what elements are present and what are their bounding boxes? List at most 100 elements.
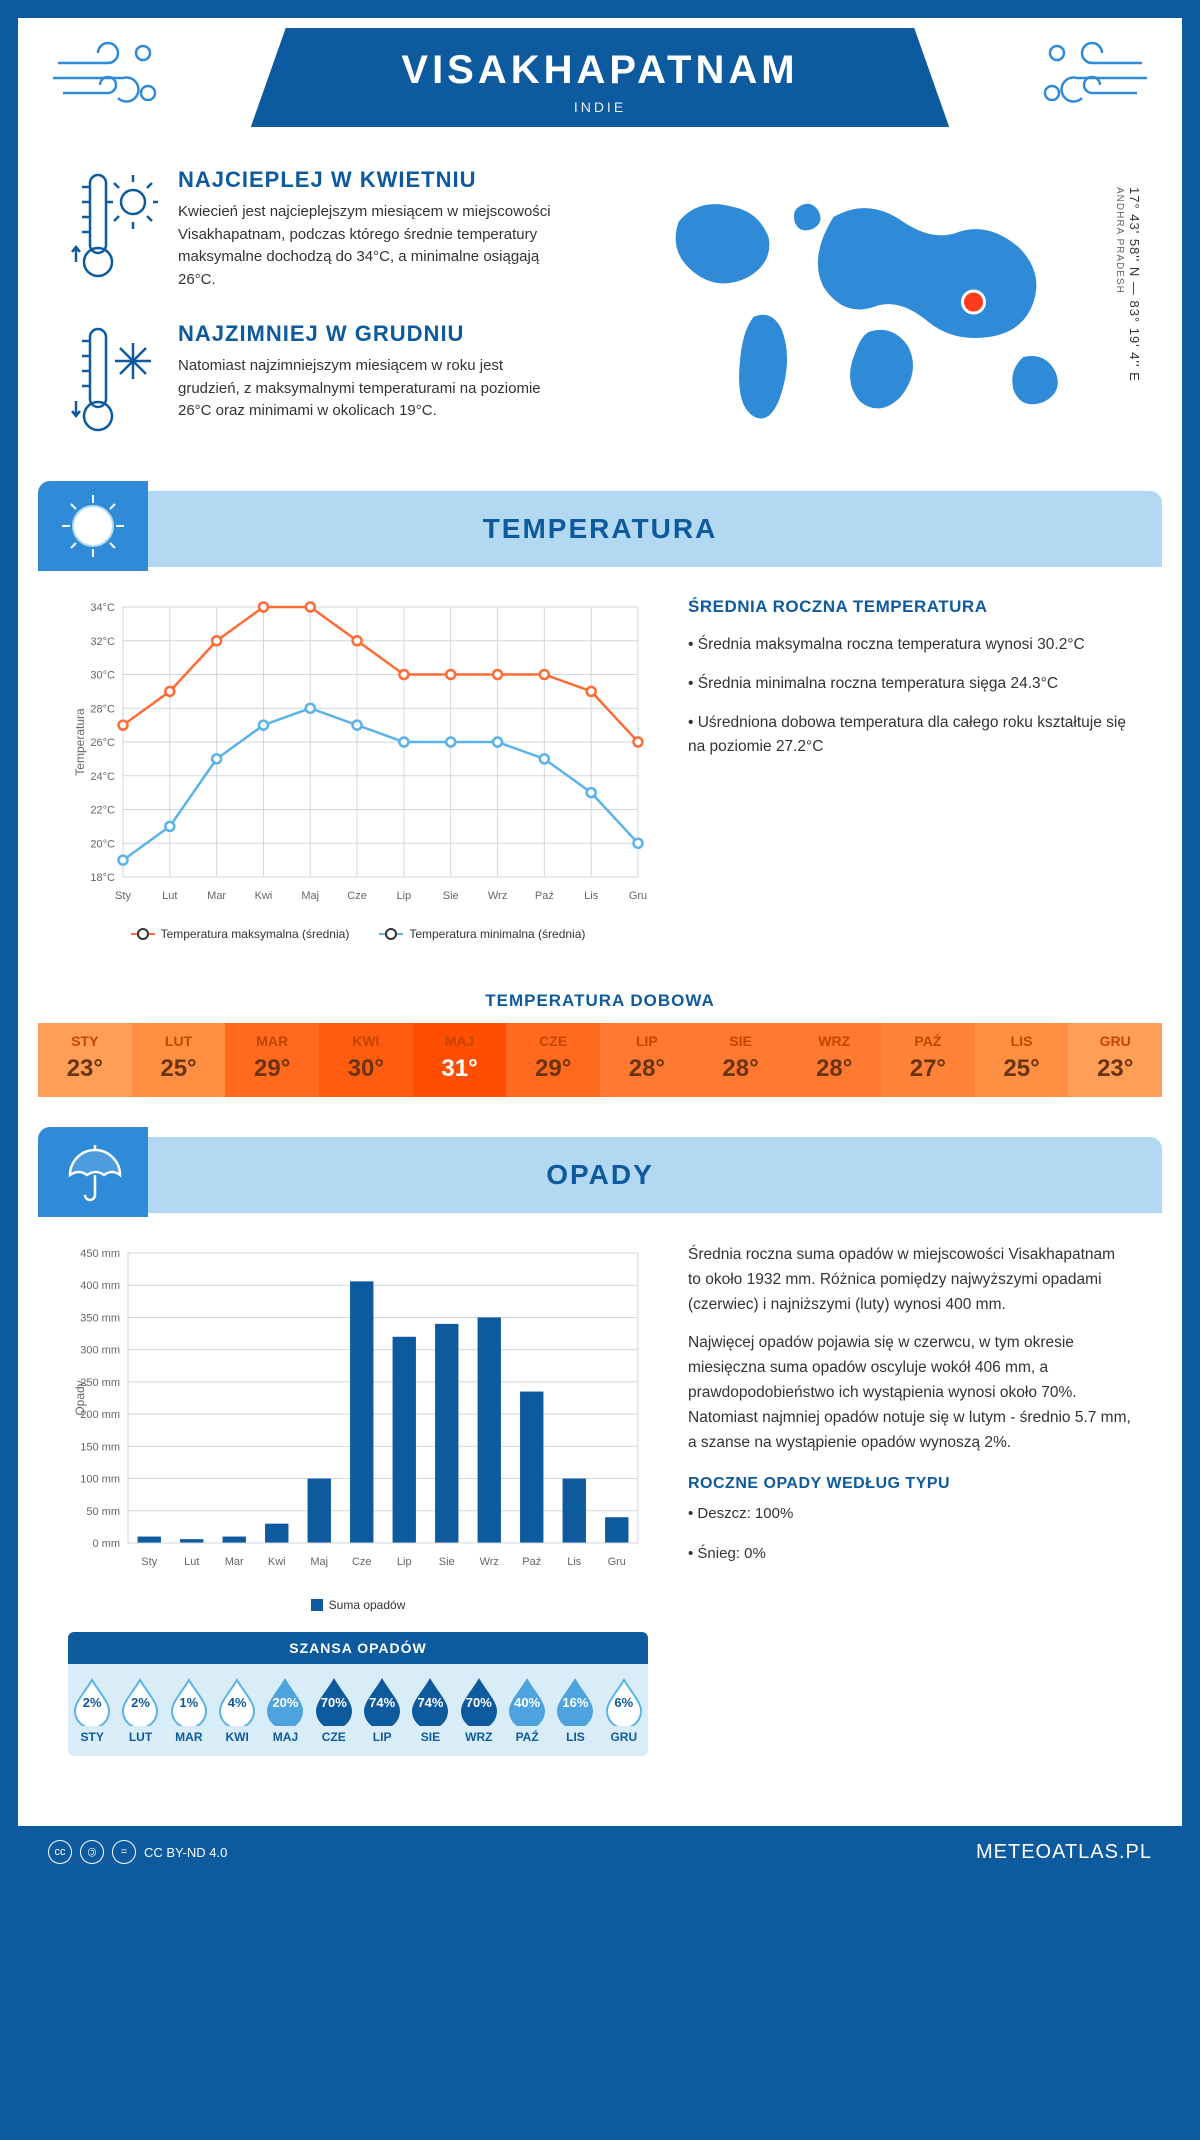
daily-cell: CZE29° <box>506 1023 600 1097</box>
svg-text:150 mm: 150 mm <box>80 1441 120 1453</box>
legend-item: Temperatura minimalna (średnia) <box>379 927 585 941</box>
daily-cell: WRZ28° <box>787 1023 881 1097</box>
daily-cell: LIP28° <box>600 1023 694 1097</box>
precip-body: 0 mm50 mm100 mm150 mm200 mm250 mm300 mm3… <box>18 1213 1182 1786</box>
daily-cell: MAJ31° <box>413 1023 507 1097</box>
chance-title: SZANSA OPADÓW <box>68 1632 648 1664</box>
sun-icon <box>38 481 148 571</box>
license-text: CC BY-ND 4.0 <box>144 1845 227 1860</box>
svg-text:Sie: Sie <box>443 890 459 902</box>
world-map <box>615 167 1132 447</box>
svg-text:350 mm: 350 mm <box>80 1312 120 1324</box>
svg-text:26°C: 26°C <box>90 737 115 749</box>
temperature-chart-wrap: 18°C20°C22°C24°C26°C28°C30°C32°C34°CStyL… <box>68 597 648 941</box>
chance-cell: 4% KWI <box>213 1676 261 1744</box>
precip-p1: Średnia roczna suma opadów w miejscowośc… <box>688 1243 1132 1317</box>
svg-text:Lip: Lip <box>397 1556 412 1568</box>
chance-cell: 40% PAŹ <box>503 1676 551 1744</box>
cc-icon: cc <box>48 1840 72 1864</box>
chance-cell: 1% MAR <box>165 1676 213 1744</box>
svg-text:Sie: Sie <box>439 1556 455 1568</box>
svg-text:Cze: Cze <box>347 890 367 902</box>
chance-row: 2% STY 2% LUT 1% MAR 4% <box>68 1664 648 1756</box>
precip-types: ROCZNE OPADY WEDŁUG TYPU • Deszcz: 100% … <box>688 1475 1132 1566</box>
temperature-body: 18°C20°C22°C24°C26°C28°C30°C32°C34°CStyL… <box>18 567 1182 971</box>
precip-summary: Średnia roczna suma opadów w miejscowośc… <box>688 1243 1132 1756</box>
svg-text:300 mm: 300 mm <box>80 1345 120 1357</box>
cold-block: NAJZIMNIEJ W GRUDNIU Natomiast najzimnie… <box>68 321 585 441</box>
precip-rain: • Deszcz: 100% <box>688 1501 1132 1527</box>
precip-title: OPADY <box>546 1159 654 1190</box>
svg-text:28°C: 28°C <box>90 703 115 715</box>
hot-text: Kwiecień jest najcieplejszym miesiącem w… <box>178 201 558 291</box>
svg-text:Opady: Opady <box>73 1380 87 1415</box>
chance-cell: 20% MAJ <box>261 1676 309 1744</box>
country: INDIE <box>251 99 949 115</box>
svg-text:24°C: 24°C <box>90 771 115 783</box>
svg-text:Lip: Lip <box>397 890 412 902</box>
intro-right: 17° 43' 58'' N — 83° 19' 4'' E ANDHRA PR… <box>615 167 1132 471</box>
svg-text:Cze: Cze <box>352 1556 372 1568</box>
svg-text:Kwi: Kwi <box>268 1556 286 1568</box>
temp-bullet: • Średnia minimalna roczna temperatura s… <box>688 672 1132 697</box>
svg-text:Maj: Maj <box>310 1556 328 1568</box>
thermometer-cold-icon <box>68 321 158 441</box>
svg-text:32°C: 32°C <box>90 636 115 648</box>
svg-text:Temperatura: Temperatura <box>73 708 87 776</box>
chance-cell: 74% SIE <box>406 1676 454 1744</box>
page: VISAKHAPATNAM INDIE <box>0 0 1200 1896</box>
daily-temperature-row: STY23°LUT25°MAR29°KWI30°MAJ31°CZE29°LIP2… <box>38 1023 1162 1097</box>
svg-text:450 mm: 450 mm <box>80 1248 120 1260</box>
region-text: ANDHRA PRADESH <box>1114 187 1125 294</box>
chance-cell: 74% LIP <box>358 1676 406 1744</box>
daily-cell: MAR29° <box>225 1023 319 1097</box>
city-title: VISAKHAPATNAM <box>251 48 949 93</box>
chance-cell: 2% STY <box>68 1676 116 1744</box>
svg-text:100 mm: 100 mm <box>80 1474 120 1486</box>
footer-site: METEOATLAS.PL <box>976 1841 1152 1864</box>
chance-cell: 70% CZE <box>310 1676 358 1744</box>
footer-license: cc 🄯 = CC BY-ND 4.0 <box>48 1840 227 1864</box>
temperature-legend: Temperatura maksymalna (średnia) Temperat… <box>68 927 648 941</box>
svg-text:Wrz: Wrz <box>488 890 507 902</box>
svg-text:Sty: Sty <box>115 890 131 902</box>
precip-snow: • Śnieg: 0% <box>688 1541 1132 1567</box>
nd-icon: = <box>112 1840 136 1864</box>
coords: 17° 43' 58'' N — 83° 19' 4'' E ANDHRA PR… <box>1112 187 1142 382</box>
coords-text: 17° 43' 58'' N — 83° 19' 4'' E <box>1127 187 1142 382</box>
chance-cell: 6% GRU <box>600 1676 648 1744</box>
svg-text:Paź: Paź <box>522 1556 541 1568</box>
svg-text:50 mm: 50 mm <box>86 1506 120 1518</box>
svg-text:30°C: 30°C <box>90 670 115 682</box>
svg-text:Maj: Maj <box>301 890 319 902</box>
precip-chart: 0 mm50 mm100 mm150 mm200 mm250 mm300 mm3… <box>68 1243 648 1583</box>
precip-chart-wrap: 0 mm50 mm100 mm150 mm200 mm250 mm300 mm3… <box>68 1243 648 1756</box>
cold-title: NAJZIMNIEJ W GRUDNIU <box>178 321 558 347</box>
wind-icon-right <box>1032 38 1152 118</box>
svg-text:400 mm: 400 mm <box>80 1280 120 1292</box>
daily-title: TEMPERATURA DOBOWA <box>18 991 1182 1011</box>
svg-text:Lut: Lut <box>184 1556 199 1568</box>
header-banner: VISAKHAPATNAM INDIE <box>251 28 949 127</box>
cold-text: Natomiast najzimniejszym miesiącem w rok… <box>178 355 558 423</box>
chance-cell: 70% WRZ <box>455 1676 503 1744</box>
svg-text:Gru: Gru <box>608 1556 626 1568</box>
daily-cell: KWI30° <box>319 1023 413 1097</box>
daily-cell: PAŹ27° <box>881 1023 975 1097</box>
svg-text:Paź: Paź <box>535 890 554 902</box>
svg-text:Wrz: Wrz <box>480 1556 499 1568</box>
svg-text:22°C: 22°C <box>90 805 115 817</box>
thermometer-hot-icon <box>68 167 158 287</box>
footer: cc 🄯 = CC BY-ND 4.0 METEOATLAS.PL <box>18 1826 1182 1878</box>
chance-cell: 2% LUT <box>116 1676 164 1744</box>
legend-item: Temperatura maksymalna (średnia) <box>131 927 350 941</box>
precip-types-title: ROCZNE OPADY WEDŁUG TYPU <box>688 1475 1132 1493</box>
temperature-summary: ŚREDNIA ROCZNA TEMPERATURA • Średnia mak… <box>688 597 1132 941</box>
daily-cell: LUT25° <box>132 1023 226 1097</box>
daily-cell: GRU23° <box>1068 1023 1162 1097</box>
hot-title: NAJCIEPLEJ W KWIETNIU <box>178 167 558 193</box>
temp-bullet: • Średnia maksymalna roczna temperatura … <box>688 633 1132 658</box>
hot-block: NAJCIEPLEJ W KWIETNIU Kwiecień jest najc… <box>68 167 585 291</box>
svg-text:Lis: Lis <box>584 890 599 902</box>
svg-text:Mar: Mar <box>225 1556 244 1568</box>
